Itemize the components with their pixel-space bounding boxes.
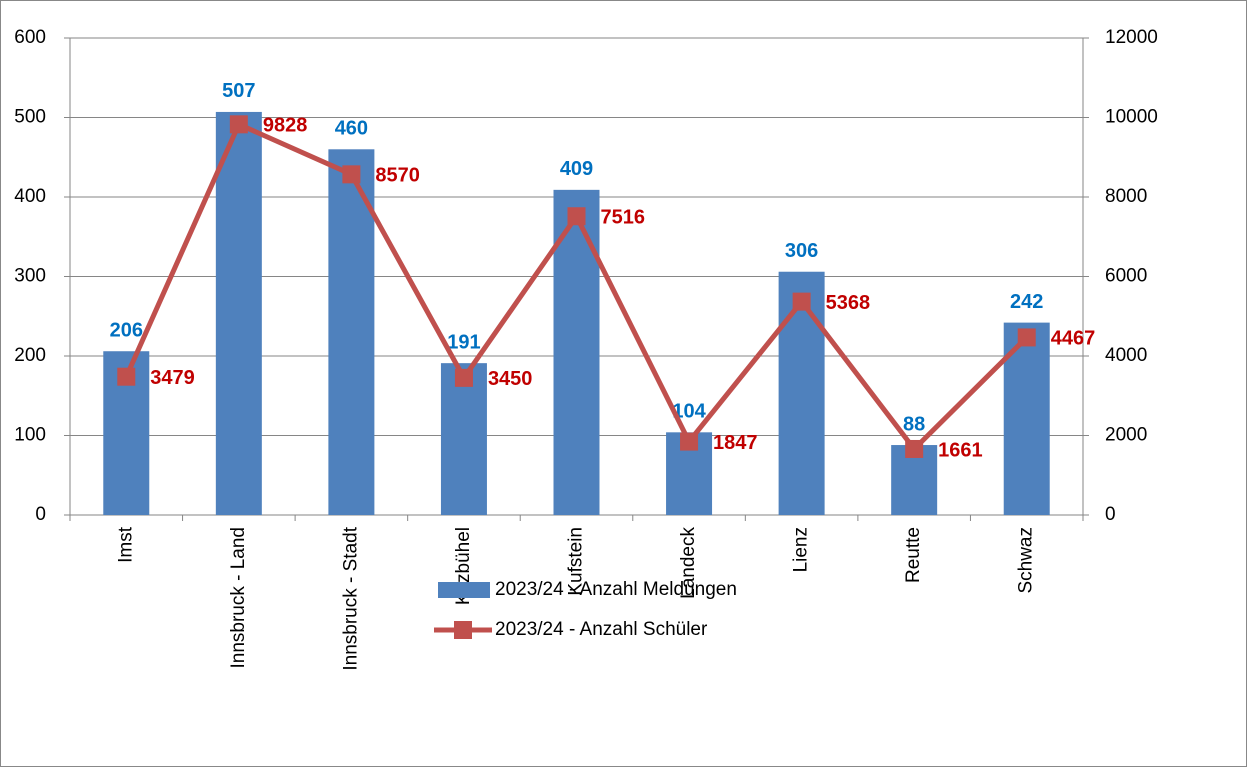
line-value-label: 4467	[1051, 328, 1096, 350]
line-value-label: 9828	[263, 115, 308, 137]
bar	[215, 111, 262, 515]
y2-tick-label: 2000	[1105, 425, 1147, 446]
bar	[328, 149, 375, 516]
y-tick-label: 100	[14, 425, 46, 446]
y-tick-label: 600	[14, 27, 46, 48]
bar	[440, 363, 487, 515]
x-tick-label: Lienz	[791, 527, 812, 572]
line-marker	[229, 115, 248, 134]
y-tick-label: 200	[14, 345, 46, 366]
bar-value-label: 242	[1010, 291, 1043, 313]
legend-marker	[454, 621, 472, 639]
bar-value-label: 507	[222, 80, 255, 102]
line-marker	[905, 439, 924, 458]
x-tick-label: Imst	[115, 526, 136, 563]
line-value-label: 7516	[601, 207, 646, 229]
line-marker	[792, 292, 811, 311]
line-marker	[117, 367, 136, 386]
x-tick-label: Reutte	[903, 527, 924, 583]
bar-value-label: 206	[110, 320, 143, 342]
line-value-label: 1661	[938, 439, 983, 461]
bar-value-label: 88	[903, 413, 925, 435]
bar-value-label: 460	[335, 118, 368, 140]
y-tick-label: 400	[14, 186, 46, 207]
bar-value-label: 104	[672, 401, 706, 423]
line-value-label: 3450	[488, 368, 533, 390]
y2-tick-label: 10000	[1105, 107, 1158, 128]
y-tick-label: 500	[14, 107, 46, 128]
y2-tick-label: 8000	[1105, 186, 1147, 207]
legend-label: 2023/24 - Anzahl Meldungen	[495, 579, 737, 600]
line-marker	[680, 432, 699, 451]
line-marker	[1017, 328, 1036, 347]
x-tick-label: Landeck	[678, 527, 699, 599]
y2-tick-label: 6000	[1105, 266, 1147, 287]
line-marker	[342, 165, 361, 184]
y-tick-label: 300	[14, 266, 46, 287]
line-marker	[567, 207, 586, 226]
bar	[778, 271, 825, 515]
line-marker	[454, 368, 473, 387]
line-value-label: 5368	[826, 292, 871, 314]
line-value-label: 8570	[375, 165, 420, 187]
y2-tick-label: 0	[1105, 504, 1116, 525]
y2-tick-label: 12000	[1105, 27, 1158, 48]
legend-label: 2023/24 - Anzahl Schüler	[495, 619, 708, 640]
y2-tick-label: 4000	[1105, 345, 1147, 366]
bar-value-label: 306	[785, 240, 818, 262]
y-tick-label: 0	[35, 504, 46, 525]
x-tick-label: Innsbruck - Land	[228, 527, 249, 669]
bar-value-label: 409	[560, 158, 593, 180]
x-tick-label: Innsbruck - Stadt	[340, 526, 361, 670]
bar-value-label: 191	[447, 331, 480, 353]
x-tick-label: Schwaz	[1016, 527, 1037, 594]
line-value-label: 3479	[150, 367, 195, 389]
legend-swatch	[438, 582, 490, 598]
line-value-label: 1847	[713, 432, 758, 454]
x-tick-label: Kufstein	[566, 527, 587, 596]
